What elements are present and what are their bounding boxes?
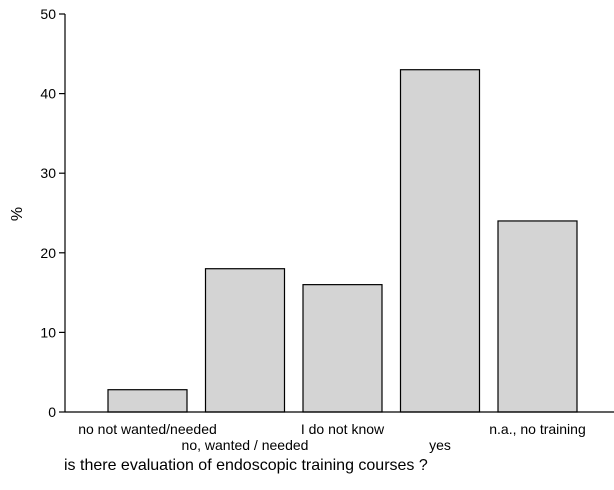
y-ticks-group: 0 10 20 30 40 50	[40, 6, 65, 420]
bar-3	[399, 69, 481, 413]
y-tick-label: 30	[40, 165, 56, 181]
bars-group	[107, 69, 578, 413]
bar-4	[497, 220, 578, 413]
x-category-label: no, wanted / needed	[182, 437, 309, 453]
y-tick-label: 40	[40, 86, 56, 102]
y-tick-label: 50	[40, 6, 56, 22]
bar-2	[302, 284, 383, 413]
x-axis-title: is there evaluation of endoscopic traini…	[64, 457, 428, 474]
y-axis-title: %	[9, 207, 26, 221]
bar-0	[107, 389, 188, 413]
x-category-label: no not wanted/needed	[78, 421, 217, 437]
y-tick-label: 0	[48, 404, 56, 420]
bar-1	[204, 268, 286, 413]
y-tick-label: 20	[40, 245, 56, 261]
x-category-label: n.a., no training	[489, 421, 586, 437]
x-category-label: yes	[429, 437, 451, 453]
y-tick-label: 10	[40, 324, 56, 340]
x-category-label: I do not know	[301, 421, 385, 437]
